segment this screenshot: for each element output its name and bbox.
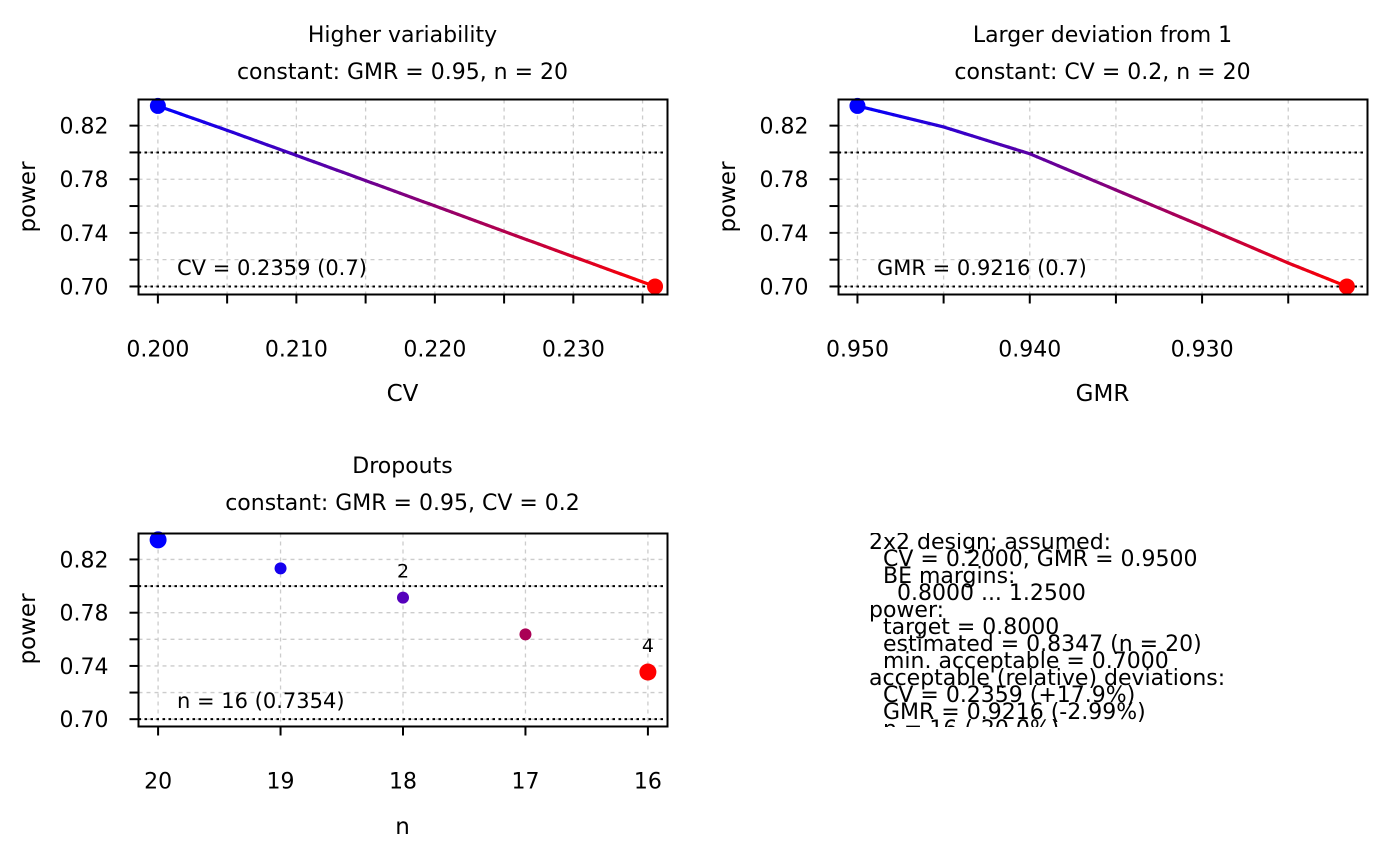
summary-text-block: 2x2 design; assumed: CV = 0.2000, GMR = … — [869, 530, 1225, 742]
y-tick-label: 0.82 — [60, 115, 109, 140]
data-point — [397, 591, 409, 604]
x-tick-label: 17 — [511, 770, 539, 795]
summary-line: min. acceptable = 0.7000 — [869, 649, 1169, 674]
data-point — [639, 663, 657, 681]
reference-lines — [138, 585, 668, 721]
summary-line: target = 0.8000 — [869, 615, 1059, 640]
panel-subtitle: constant: GMR = 0.95, n = 20 — [237, 60, 568, 85]
end-point — [1338, 278, 1355, 295]
panel-subtitle: constant: GMR = 0.95, CV = 0.2 — [225, 491, 580, 516]
y-tick-label: 0.78 — [760, 168, 809, 193]
x-axis: 0.950 0.940 0.930 — [826, 294, 1290, 363]
summary-line: BE margins: — [869, 564, 1015, 589]
series — [849, 97, 1355, 295]
y-tick-label: 0.74 — [760, 222, 809, 247]
end-point — [647, 278, 664, 295]
y-tick-label: 0.70 — [760, 275, 809, 300]
y-tick-label: 0.78 — [60, 168, 109, 193]
y-axis: 0.70 0.74 0.78 0.82 — [60, 115, 139, 300]
y-axis-label: power — [15, 593, 41, 665]
x-axis: 0.200 0.210 0.220 0.230 — [126, 294, 644, 363]
y-tick-label: 0.74 — [60, 222, 109, 247]
panel-subtitle: constant: CV = 0.2, n = 20 — [954, 60, 1250, 85]
y-axis-label: power — [15, 161, 41, 233]
x-tick-label: 0.950 — [826, 338, 889, 363]
summary-line: 2x2 design; assumed: — [869, 530, 1111, 555]
data-point — [274, 562, 287, 575]
series — [149, 531, 657, 681]
summary-line: power: — [869, 598, 944, 623]
x-tick-label: 19 — [267, 770, 295, 795]
series — [149, 97, 664, 295]
x-tick-label: 18 — [389, 770, 417, 795]
y-tick-label: 0.74 — [60, 655, 109, 680]
x-tick-label: 20 — [144, 770, 172, 795]
start-point — [849, 97, 866, 114]
result-annotation: CV = 0.2359 (0.7) — [177, 256, 367, 280]
grid — [838, 99, 1368, 295]
summary-line: 0.8000 ... 1.2500 — [869, 581, 1086, 606]
plot-frame — [137, 98, 669, 296]
plot-frame — [837, 98, 1369, 296]
x-tick-label: 0.930 — [1171, 338, 1234, 363]
result-annotation: GMR = 0.9216 (0.7) — [877, 256, 1087, 280]
summary-line: estimated = 0.8347 (n = 20) — [869, 632, 1202, 657]
y-axis: 0.70 0.74 0.78 0.82 — [60, 548, 139, 733]
x-tick-label: 0.220 — [403, 338, 466, 363]
y-tick-label: 0.78 — [60, 602, 109, 627]
summary-line: GMR = 0.9216 (-2.99%) — [869, 700, 1146, 725]
panel-title: Higher variability — [308, 23, 497, 48]
point-label: 4 — [642, 635, 654, 657]
x-tick-label: 0.230 — [542, 338, 605, 363]
x-axis: 20 19 18 17 16 — [144, 726, 662, 795]
y-tick-label: 0.70 — [60, 708, 109, 733]
x-tick-label: 0.210 — [265, 338, 328, 363]
y-tick-label: 0.82 — [60, 548, 109, 573]
summary-line: n = 16 (-20.0%) — [869, 717, 1059, 742]
reference-lines — [138, 151, 668, 288]
start-point — [149, 97, 166, 114]
data-point — [519, 628, 532, 641]
panel-higher-variability: Higher variability constant: GMR = 0.95,… — [15, 23, 669, 407]
y-tick-label: 0.70 — [60, 275, 109, 300]
summary-line: CV = 0.2000, GMR = 0.9500 — [869, 547, 1198, 572]
point-label: 2 — [397, 561, 409, 583]
reference-lines — [838, 151, 1368, 288]
x-axis-label: GMR — [1076, 381, 1130, 407]
point-labels: 24 — [397, 561, 654, 657]
y-tick-label: 0.82 — [760, 115, 809, 140]
panel-dropouts: Dropouts constant: GMR = 0.95, CV = 0.2 … — [15, 454, 669, 840]
x-tick-label: 0.940 — [998, 338, 1061, 363]
data-point — [149, 531, 167, 549]
summary-line: acceptable (relative) deviations: — [869, 666, 1225, 691]
summary-line: CV = 0.2359 (+17.9%) — [869, 683, 1135, 708]
panel-title: Dropouts — [352, 454, 452, 479]
x-tick-label: 16 — [634, 770, 662, 795]
y-axis: 0.70 0.74 0.78 0.82 — [760, 115, 839, 300]
x-axis-label: n — [395, 814, 410, 840]
y-axis-label: power — [715, 161, 741, 233]
x-tick-label: 0.200 — [126, 338, 189, 363]
result-annotation: n = 16 (0.7354) — [177, 689, 345, 713]
panel-title: Larger deviation from 1 — [973, 23, 1232, 48]
x-axis-label: CV — [387, 381, 419, 407]
panel-larger-deviation: Larger deviation from 1 constant: CV = 0… — [715, 23, 1369, 407]
